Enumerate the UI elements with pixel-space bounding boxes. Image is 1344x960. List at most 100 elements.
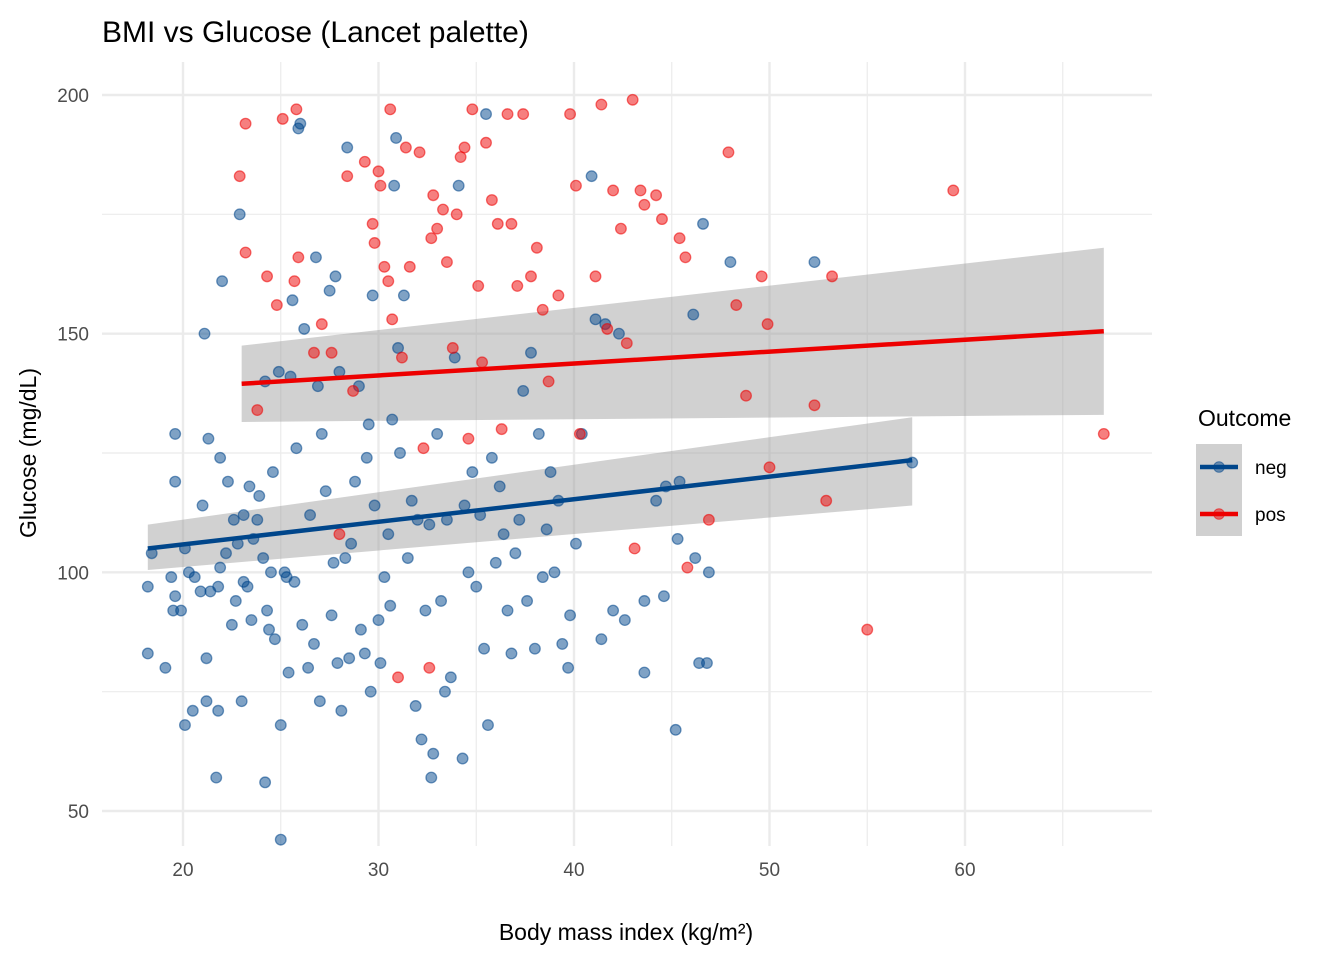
point-neg xyxy=(528,642,541,655)
point-neg xyxy=(368,499,381,512)
point-neg xyxy=(501,604,514,617)
point-neg xyxy=(186,704,199,717)
point-pos xyxy=(462,432,475,445)
point-pos xyxy=(826,270,839,283)
legend-point-pos xyxy=(1213,508,1225,520)
point-pos xyxy=(396,351,408,364)
point-neg xyxy=(358,647,371,660)
point-pos xyxy=(511,279,524,292)
point-pos xyxy=(1097,427,1110,440)
x-tick-label: 40 xyxy=(563,860,584,881)
point-pos xyxy=(730,299,743,311)
y-tick-label: 100 xyxy=(57,563,89,584)
point-pos xyxy=(325,346,338,359)
point-pos xyxy=(476,356,489,369)
point-pos xyxy=(372,165,385,178)
point-neg xyxy=(431,427,444,440)
point-neg xyxy=(456,752,469,765)
point-pos xyxy=(517,108,530,121)
y-tick-label: 50 xyxy=(68,802,89,823)
point-neg xyxy=(485,451,498,464)
point-neg xyxy=(570,537,582,550)
point-neg xyxy=(544,466,557,479)
point-neg xyxy=(225,618,238,631)
point-neg xyxy=(439,685,451,698)
point-neg xyxy=(480,108,492,121)
point-neg xyxy=(343,652,356,665)
point-pos xyxy=(292,251,305,264)
point-neg xyxy=(341,141,354,154)
point-pos xyxy=(650,189,663,202)
point-pos xyxy=(740,389,752,402)
point-neg xyxy=(362,418,375,431)
point-neg xyxy=(478,642,491,655)
point-pos xyxy=(570,179,582,192)
point-neg xyxy=(425,771,438,784)
x-axis-title: Body mass index (kg/m²) xyxy=(499,919,753,945)
point-neg xyxy=(302,661,315,674)
point-pos xyxy=(573,427,586,440)
point-pos xyxy=(450,208,463,221)
point-neg xyxy=(235,695,248,708)
point-pos xyxy=(530,241,543,254)
point-neg xyxy=(687,308,700,321)
point-neg xyxy=(169,590,182,603)
point-neg xyxy=(697,217,709,230)
point-neg xyxy=(313,695,326,708)
point-pos xyxy=(491,217,504,230)
point-neg xyxy=(585,170,598,183)
point-neg xyxy=(169,475,182,488)
point-pos xyxy=(536,303,549,316)
point-pos xyxy=(505,217,518,230)
point-pos xyxy=(290,103,303,116)
point-neg xyxy=(179,719,191,732)
point-neg xyxy=(290,442,303,455)
point-neg xyxy=(214,561,227,574)
point-neg xyxy=(212,704,225,717)
point-neg xyxy=(366,289,379,302)
x-tick-label: 30 xyxy=(368,860,389,881)
point-neg xyxy=(331,657,344,669)
point-pos xyxy=(458,141,471,154)
data-points xyxy=(141,93,1110,846)
point-neg xyxy=(378,571,391,584)
point-neg xyxy=(141,647,154,660)
point-pos xyxy=(384,103,397,116)
point-neg xyxy=(268,633,281,646)
point-pos xyxy=(378,260,391,273)
point-neg xyxy=(265,566,277,579)
point-pos xyxy=(485,194,498,206)
point-pos xyxy=(628,542,641,555)
point-pos xyxy=(413,146,426,159)
point-pos xyxy=(861,623,874,636)
point-neg xyxy=(241,580,254,593)
point-neg xyxy=(364,685,377,698)
point-neg xyxy=(564,609,577,622)
point-neg xyxy=(525,346,537,359)
point-neg xyxy=(505,647,518,660)
point-pos xyxy=(399,141,412,154)
point-neg xyxy=(638,595,651,607)
point-neg xyxy=(274,719,287,732)
point-pos xyxy=(288,275,301,288)
point-neg xyxy=(390,132,403,144)
legend-title: Outcome xyxy=(1198,405,1291,431)
point-pos xyxy=(403,260,416,273)
point-neg xyxy=(448,351,461,364)
point-neg xyxy=(194,585,207,598)
point-neg xyxy=(517,384,530,397)
point-neg xyxy=(210,771,223,784)
point-neg xyxy=(198,327,211,340)
point-neg xyxy=(298,322,311,335)
point-pos xyxy=(808,399,821,412)
chart-title: BMI vs Glucose (Lancet palette) xyxy=(102,16,529,49)
point-neg xyxy=(493,480,506,493)
point-neg xyxy=(427,747,440,760)
legend-label-neg: neg xyxy=(1255,458,1287,479)
point-neg xyxy=(253,490,266,502)
point-neg xyxy=(489,556,502,569)
point-neg xyxy=(196,499,209,512)
point-neg xyxy=(374,657,387,669)
point-neg xyxy=(282,666,295,679)
